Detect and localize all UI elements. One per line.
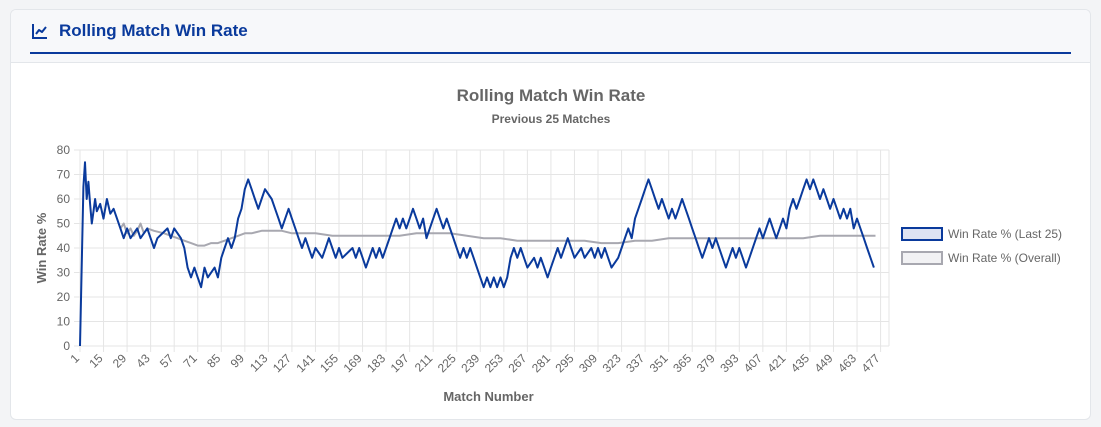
x-tick-label: 197	[388, 351, 412, 375]
x-tick-label: 71	[181, 351, 201, 371]
card-header-title-bar: Rolling Match Win Rate	[30, 10, 1071, 54]
x-tick-label: 477	[859, 351, 883, 375]
x-tick-label: 449	[812, 351, 836, 375]
x-tick-label: 183	[364, 351, 388, 375]
legend-swatch	[901, 251, 943, 265]
y-tick-label: 40	[57, 241, 71, 255]
x-tick-label: 141	[294, 351, 318, 375]
x-axis-title: Match Number	[443, 389, 533, 404]
y-axis-title: Win Rate %	[34, 212, 49, 283]
legend-label: Win Rate % (Last 25)	[948, 227, 1062, 241]
y-tick-label: 50	[57, 217, 71, 231]
x-tick-label: 85	[204, 351, 224, 371]
x-tick-label: 127	[270, 351, 294, 375]
y-tick-label: 60	[57, 192, 71, 206]
x-tick-label: 253	[482, 351, 506, 375]
x-tick-label: 267	[505, 351, 529, 375]
chart-title: Rolling Match Win Rate	[457, 86, 646, 105]
x-tick-label: 43	[133, 351, 153, 371]
x-tick-label: 169	[341, 351, 365, 375]
y-tick-label: 30	[57, 266, 71, 280]
y-tick-label: 20	[57, 290, 71, 304]
x-tick-label: 29	[110, 351, 130, 371]
x-tick-label: 365	[670, 351, 694, 375]
x-tick-label: 239	[458, 351, 482, 375]
x-tick-label: 309	[576, 351, 600, 375]
x-tick-label: 15	[86, 351, 106, 371]
x-tick-label: 281	[529, 351, 553, 375]
x-tick-label: 323	[600, 351, 624, 375]
legend-label: Win Rate % (Overall)	[948, 251, 1061, 265]
x-tick-label: 99	[228, 351, 248, 371]
legend-swatch	[901, 227, 943, 241]
x-tick-label: 351	[647, 351, 671, 375]
chart-subtitle: Previous 25 Matches	[492, 112, 611, 126]
line-chart-icon	[32, 24, 47, 39]
y-tick-label: 70	[57, 168, 71, 182]
x-tick-label: 379	[694, 351, 718, 375]
x-tick-label: 155	[317, 351, 341, 375]
card-header: Rolling Match Win Rate	[11, 10, 1090, 63]
x-tick-label: 295	[553, 351, 577, 375]
card-title: Rolling Match Win Rate	[59, 21, 248, 40]
series-line-overall	[119, 222, 876, 247]
x-tick-label: 435	[788, 351, 812, 375]
y-tick-label: 10	[57, 315, 71, 329]
x-tick-label: 225	[435, 351, 459, 375]
series-line-last25	[79, 161, 875, 347]
x-tick-label: 393	[717, 351, 741, 375]
x-tick-label: 1	[67, 351, 82, 366]
x-tick-label: 421	[764, 351, 788, 375]
x-tick-label: 337	[623, 351, 647, 375]
y-tick-label: 0	[63, 339, 70, 353]
x-tick-label: 211	[412, 351, 436, 375]
y-tick-label: 80	[57, 143, 71, 157]
x-tick-label: 463	[835, 351, 859, 375]
x-tick-label: 113	[247, 351, 271, 375]
x-tick-label: 407	[741, 351, 765, 375]
x-tick-label: 57	[157, 351, 177, 371]
